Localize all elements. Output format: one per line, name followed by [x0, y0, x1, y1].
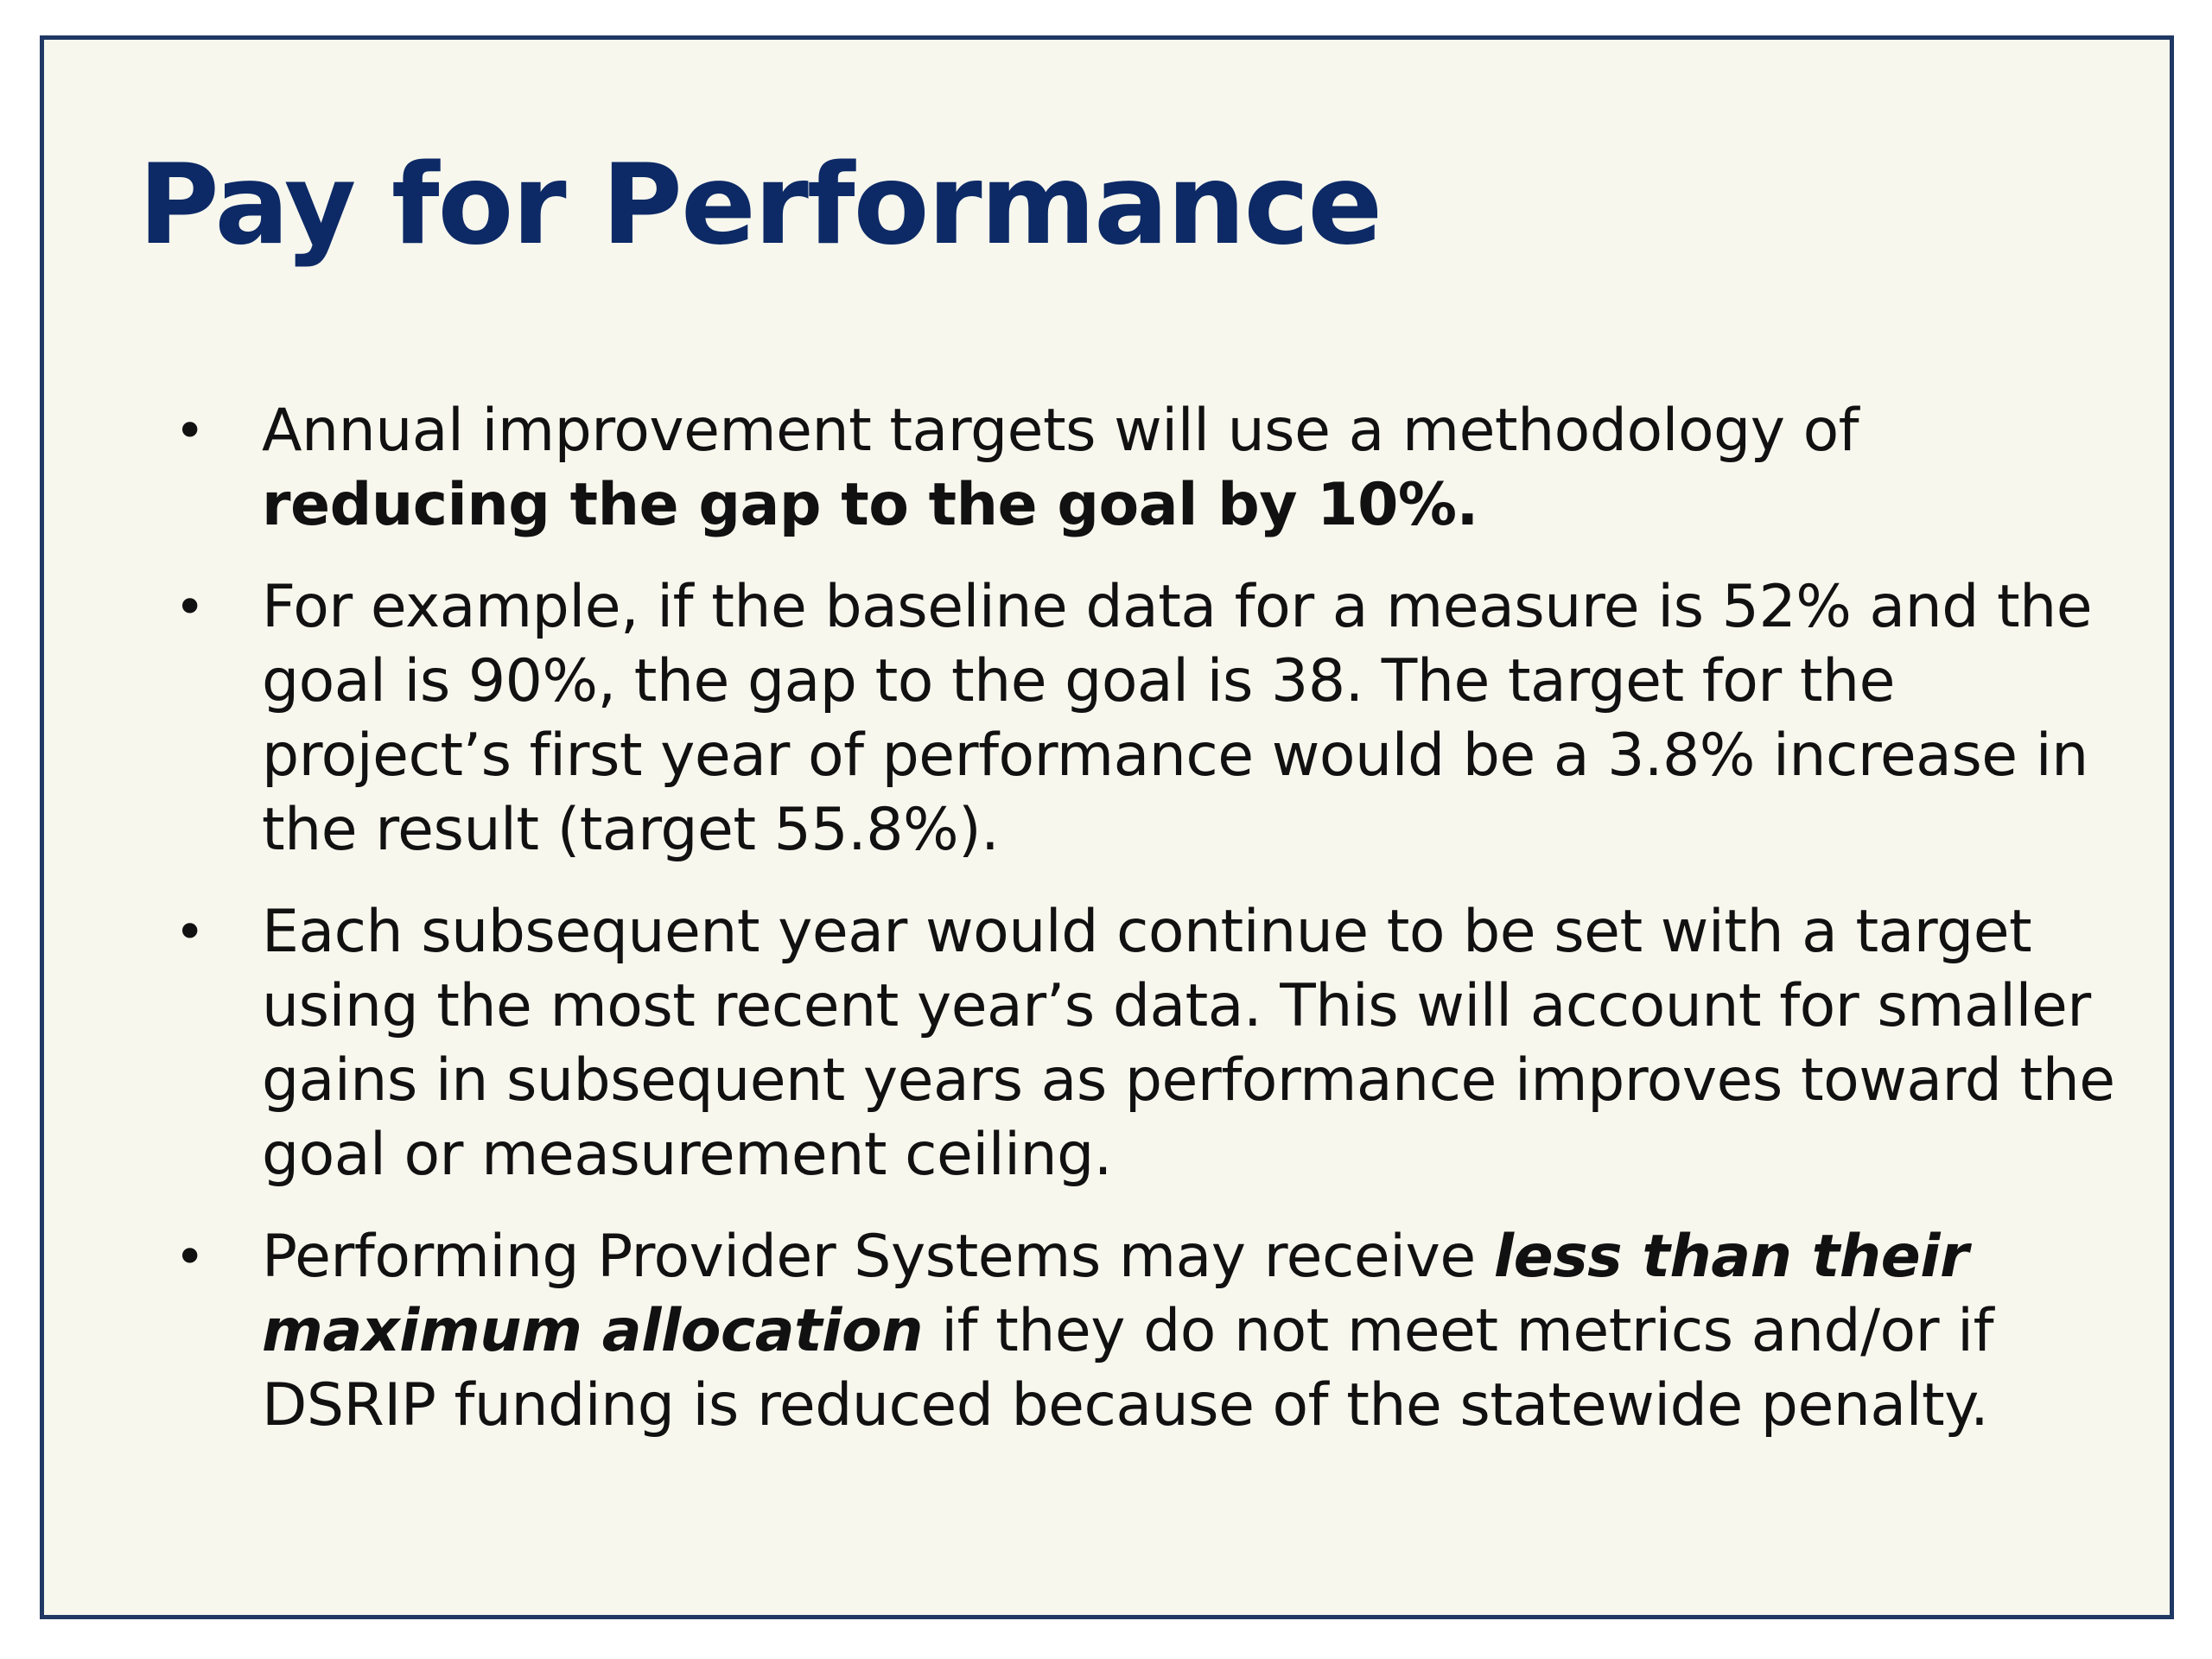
bullet-icon: • [175, 401, 205, 461]
bullet-list: • Annual improvement targets will use a … [138, 394, 2126, 1471]
bullet-icon: • [175, 577, 205, 638]
slide-frame: Pay for Performance • Annual improvement… [40, 35, 2174, 1619]
bullet-item-3: • Each subsequent year would continue to… [138, 895, 2126, 1192]
bullet-4-emphasis-text: less than their maximum allocation [262, 1223, 1969, 1365]
bullet-4-text-end: if they do not meet metrics and/or if DS… [262, 1297, 1994, 1440]
bullet-1-bold-text: reducing the gap to the goal by 10%. [262, 471, 1478, 539]
bullet-icon: • [175, 1227, 205, 1287]
bullet-item-4: • Performing Provider Systems may receiv… [138, 1220, 2126, 1443]
bullet-4-text-start: Performing Provider Systems may receive [262, 1223, 1494, 1291]
slide-title: Pay for Performance [138, 141, 1382, 270]
bullet-2-text: For example, if the baseline data for a … [262, 573, 2093, 864]
bullet-3-text: Each subsequent year would continue to b… [262, 898, 2115, 1189]
bullet-icon: • [175, 902, 205, 963]
bullet-1-text: Annual improvement targets will use a me… [262, 397, 1859, 465]
bullet-item-1: • Annual improvement targets will use a … [138, 394, 2126, 543]
bullet-item-2: • For example, if the baseline data for … [138, 570, 2126, 868]
